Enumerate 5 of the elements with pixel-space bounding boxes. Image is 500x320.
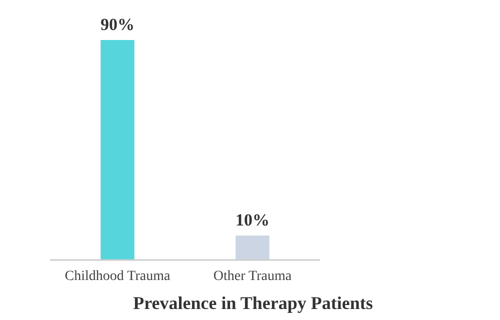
data-label: 90% <box>100 15 134 34</box>
data-label: 10% <box>236 210 270 230</box>
x-tick-label: Other Trauma <box>213 269 292 284</box>
x-tick-label: Childhood Trauma <box>64 269 171 284</box>
x-axis-title: Prevalence in Therapy Patients <box>133 293 373 313</box>
